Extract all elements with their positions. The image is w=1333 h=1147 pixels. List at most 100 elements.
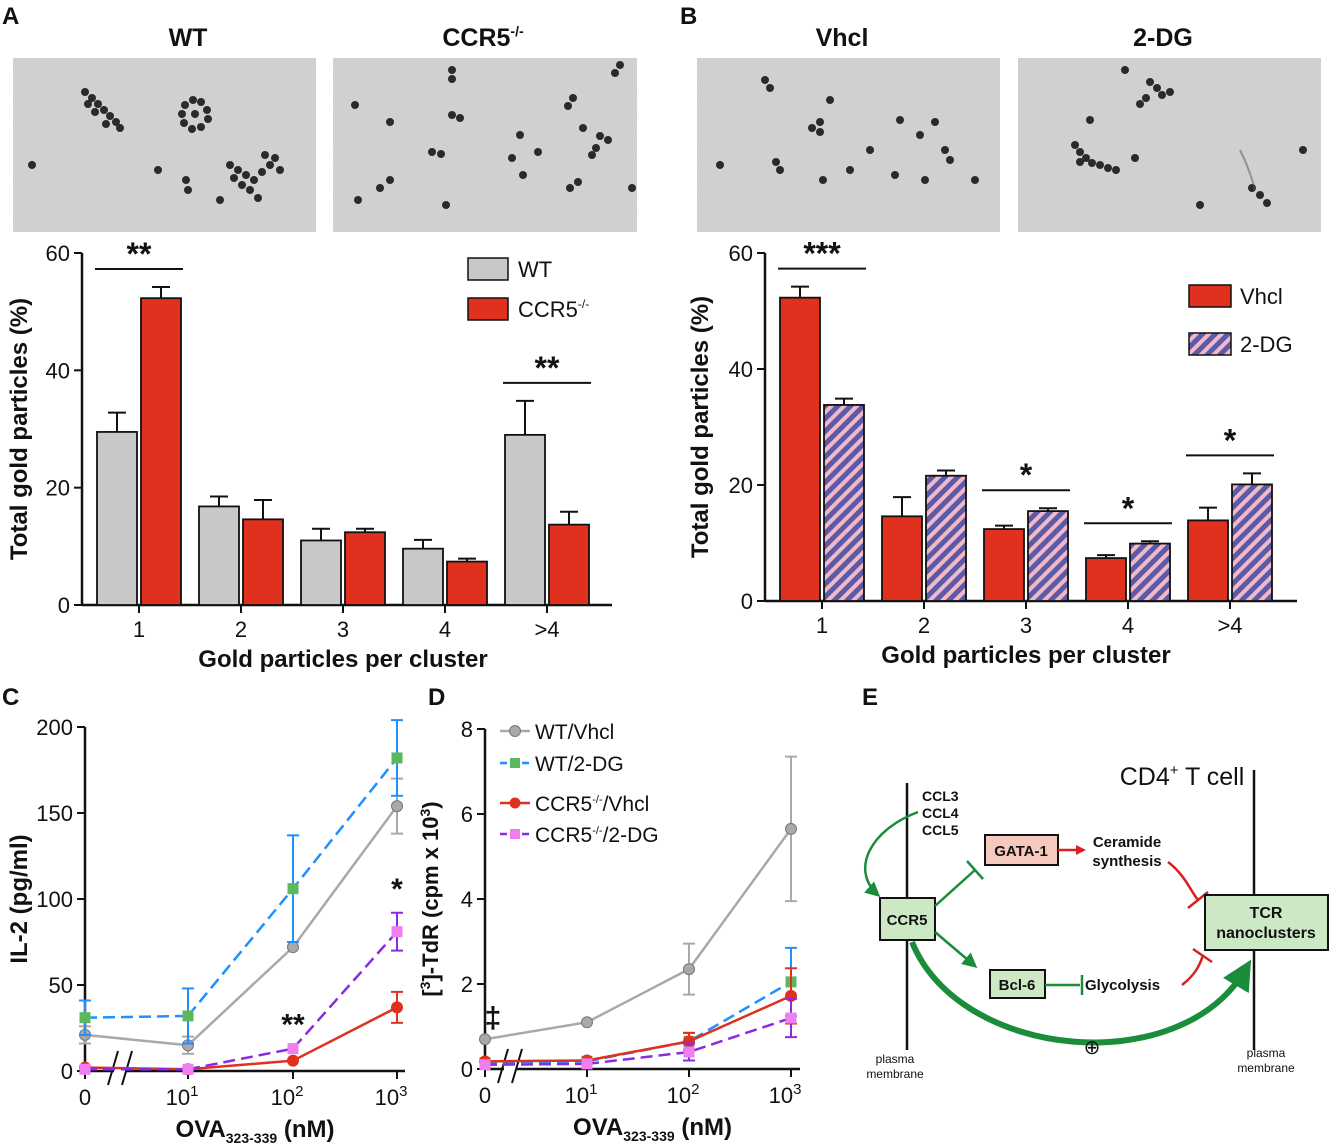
bar bbox=[96, 431, 138, 606]
significance-label: * bbox=[1224, 422, 1237, 458]
image-title-ccr5-ko: CCR5-/- bbox=[442, 23, 524, 52]
data-point bbox=[391, 800, 403, 813]
series-line bbox=[84, 1033, 189, 1047]
series-line bbox=[84, 1066, 189, 1071]
membrane-left-2: membrane bbox=[866, 1067, 924, 1081]
x-tick-label: 0 bbox=[79, 1085, 91, 1110]
positive-symbol: ⊕ bbox=[1084, 1037, 1101, 1059]
x-axis-label: Gold particles per cluster bbox=[881, 642, 1170, 669]
legend-label-wt-2dg: WT/2-DG bbox=[535, 753, 624, 776]
bar bbox=[983, 528, 1025, 602]
y-tick-label: 100 bbox=[36, 887, 73, 912]
x-tick-label: 101 bbox=[166, 1083, 199, 1110]
glycolysis-label: Glycolysis bbox=[1085, 977, 1160, 994]
chemokine-ccl5: CCL5 bbox=[922, 822, 959, 838]
y-tick-label: 40 bbox=[729, 357, 753, 382]
bar bbox=[1027, 510, 1069, 602]
legend-label-wt: WT bbox=[518, 257, 552, 282]
x-tick-label: >4 bbox=[534, 617, 559, 642]
x-tick-label: 102 bbox=[271, 1083, 304, 1110]
y-tick-label: 20 bbox=[46, 476, 70, 501]
y-tick-label: 0 bbox=[58, 593, 70, 618]
data-point bbox=[182, 1063, 194, 1075]
bar bbox=[1231, 483, 1273, 602]
x-tick-label: 3 bbox=[1020, 613, 1032, 638]
legend-label-ccr5-ko: CCR5-/- bbox=[518, 297, 589, 322]
y-axis-label: IL-2 (pg/ml) bbox=[6, 834, 33, 963]
pathway-diagram: CD4+ T cell CCL3 CCL4 CCL5 CCR5 GATA-1 C… bbox=[864, 762, 1329, 1081]
x-tick-label: 103 bbox=[375, 1083, 408, 1110]
image-title-wt: WT bbox=[169, 24, 208, 52]
legend-swatch-2dg bbox=[1188, 332, 1232, 356]
gold-clusters-wt bbox=[28, 88, 284, 204]
bar bbox=[548, 523, 590, 606]
significance-label: ‡ bbox=[485, 1001, 502, 1034]
bar bbox=[881, 515, 923, 602]
bar bbox=[300, 539, 342, 606]
data-point bbox=[581, 1058, 593, 1070]
significance-label: * bbox=[1122, 490, 1135, 526]
y-tick-label: 40 bbox=[46, 358, 70, 383]
bar bbox=[242, 518, 284, 606]
data-point bbox=[479, 1059, 491, 1071]
gata1-box bbox=[984, 834, 1059, 866]
bar bbox=[823, 404, 865, 602]
data-point bbox=[391, 1001, 403, 1014]
data-point bbox=[287, 1054, 299, 1067]
x-tick-label: 3 bbox=[337, 617, 349, 642]
y-tick-label: 150 bbox=[36, 801, 73, 826]
y-axis-label: Total gold particles (%) bbox=[687, 296, 714, 558]
data-point bbox=[79, 1012, 91, 1024]
bar bbox=[779, 296, 821, 602]
bar bbox=[446, 560, 488, 606]
membrane-right-1: plasma bbox=[1247, 1046, 1286, 1060]
tcr-label-2: nanoclusters bbox=[1216, 925, 1316, 942]
data-point bbox=[581, 1016, 593, 1029]
micrograph-ccr5-ko bbox=[333, 58, 637, 232]
chemokine-ccl4: CCL4 bbox=[922, 805, 959, 821]
image-title-2dg: 2-DG bbox=[1133, 24, 1193, 52]
chart-d: 0 2 4 6 8 0 101 102 103 ‡ OVA323-339 (nM) [3]-TdR (… bbox=[417, 717, 801, 1144]
x-tick-label: 2 bbox=[918, 613, 930, 638]
bar bbox=[402, 547, 444, 606]
y-tick-label: 50 bbox=[49, 973, 73, 998]
chemokine-ccl3: CCL3 bbox=[922, 788, 959, 804]
data-point bbox=[785, 822, 797, 835]
significance-label: ** bbox=[281, 1009, 305, 1042]
inhibit-ceramide-tcr bbox=[1167, 861, 1199, 901]
bar bbox=[504, 433, 546, 606]
y-tick-label: 8 bbox=[461, 717, 473, 742]
legend-swatch-vhcl bbox=[1188, 284, 1232, 308]
ccr5-box bbox=[879, 897, 936, 941]
membrane-right-2: membrane bbox=[1237, 1061, 1295, 1075]
data-point bbox=[287, 941, 299, 954]
x-tick-label: 1 bbox=[133, 617, 145, 642]
ceramide-label-1: Ceramide bbox=[1093, 834, 1161, 851]
panel-letter-a: A bbox=[2, 3, 19, 30]
x-axis-label: OVA323-339 (nM) bbox=[176, 1116, 335, 1146]
data-point bbox=[182, 1010, 194, 1022]
micrograph-wt bbox=[13, 58, 316, 232]
data-point bbox=[79, 1063, 91, 1075]
panel-letter-e: E bbox=[862, 684, 878, 711]
y-axis-label: [3]-TdR (cpm x 103) bbox=[417, 801, 443, 996]
y-tick-label: 0 bbox=[461, 1057, 473, 1082]
bcl6-box bbox=[989, 969, 1046, 999]
x-tick-label: >4 bbox=[1217, 613, 1242, 638]
ccr5-label: CCR5 bbox=[887, 912, 928, 929]
bcl6-label: Bcl-6 bbox=[999, 977, 1036, 994]
legend-a: WT CCR5-/- bbox=[467, 257, 589, 322]
ceramide-label-2: synthesis bbox=[1092, 853, 1161, 870]
bar bbox=[140, 297, 182, 606]
membrane-left-1: plasma bbox=[876, 1052, 915, 1066]
significance-label: ** bbox=[127, 236, 152, 272]
legend-label-wt-vhcl: WT/Vhcl bbox=[535, 721, 614, 744]
data-point bbox=[785, 1012, 797, 1024]
cell-title: CD4+ T cell bbox=[1120, 762, 1245, 791]
x-axis-label: OVA323-339 (nM) bbox=[573, 1114, 732, 1144]
axis-break-mark bbox=[497, 1048, 509, 1084]
significance-label: *** bbox=[803, 236, 841, 272]
image-title-vhcl: Vhcl bbox=[816, 24, 869, 52]
legend-swatch-wt bbox=[467, 257, 509, 281]
